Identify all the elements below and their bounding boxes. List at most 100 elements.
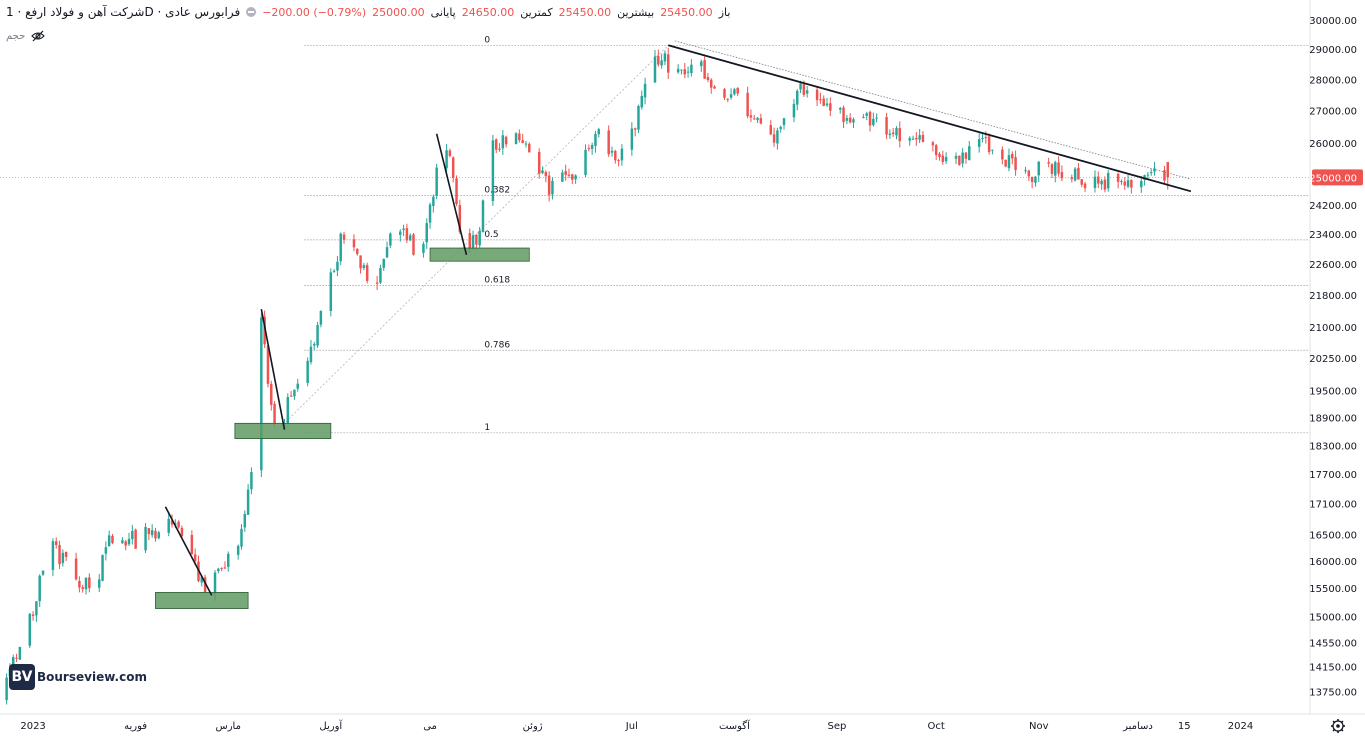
candle-body — [448, 150, 452, 157]
candle-body — [422, 243, 425, 254]
candle-body — [458, 205, 462, 232]
candle-body — [630, 128, 634, 150]
candle-body — [653, 56, 657, 83]
candle-body — [759, 118, 763, 124]
candle-body — [547, 175, 551, 195]
candle-body — [78, 580, 81, 588]
candle-body — [309, 346, 313, 363]
eye-off-icon[interactable] — [31, 30, 46, 42]
candle-body — [518, 133, 521, 141]
gear-icon-tooth — [1340, 720, 1344, 724]
candle-body — [332, 270, 336, 272]
symbol-legend: شرکت آهن و فولاد ارفع · 1D · فرابورس عاد… — [6, 5, 730, 19]
candle-body — [703, 60, 706, 79]
candle-body — [81, 587, 84, 590]
candle-body — [35, 601, 38, 616]
candle-body — [455, 178, 458, 205]
price-tick-label: 29000.00 — [1309, 45, 1357, 56]
time-tick-label: آگوست — [719, 719, 751, 732]
candle-body — [1163, 170, 1166, 181]
trendline-channel[interactable] — [674, 40, 1192, 180]
candle-body — [246, 489, 250, 515]
candle-body — [822, 98, 825, 106]
candles-layer — [5, 47, 1169, 705]
time-tick-label: Oct — [928, 721, 945, 732]
time-tick-label: آوریل — [319, 719, 343, 732]
candle-body — [365, 265, 369, 282]
low-value: 24650.00 — [461, 5, 515, 19]
price-tick-label: 28000.00 — [1309, 75, 1357, 86]
time-tick-label: 2023 — [20, 721, 45, 732]
candle-body — [154, 530, 157, 539]
candle-body — [1153, 168, 1156, 172]
candle-body — [594, 133, 597, 146]
candle-body — [432, 196, 435, 207]
candle-body — [690, 64, 693, 74]
candle-body — [1100, 180, 1103, 185]
time-tick-label: ژوئن — [523, 721, 543, 732]
price-tick-label: 14550.00 — [1309, 639, 1357, 650]
candle-body — [1103, 179, 1107, 190]
candle-body — [316, 325, 319, 346]
candle-body — [51, 541, 55, 570]
candle-body — [564, 171, 567, 175]
candle-body — [260, 317, 263, 471]
support-zone[interactable] — [234, 422, 332, 439]
candle-body — [987, 136, 991, 152]
minus-circle-icon[interactable] — [246, 7, 257, 17]
candle-body — [713, 86, 716, 89]
candle-body — [561, 172, 564, 182]
candle-body — [227, 553, 230, 567]
candle-body — [84, 577, 88, 590]
candle-body — [359, 255, 362, 269]
candle-body — [379, 267, 382, 283]
drop-line[interactable] — [164, 506, 213, 596]
candle-body — [1047, 162, 1050, 164]
candle-body — [104, 547, 108, 554]
candle-body — [683, 69, 687, 75]
candle-body — [1166, 162, 1169, 178]
candle-body — [319, 311, 323, 325]
support-zone[interactable] — [429, 247, 530, 262]
candle-body — [819, 99, 822, 101]
candle-body — [657, 55, 660, 65]
candle-body — [958, 155, 961, 166]
candle-body — [872, 118, 875, 126]
candle-body — [1004, 159, 1007, 167]
fib-level-label: 0.618 — [484, 275, 510, 285]
candle-body — [144, 526, 147, 551]
candle-body — [296, 383, 299, 389]
candle-body — [1030, 177, 1034, 182]
candle-body — [829, 103, 832, 111]
gear-icon[interactable] — [1331, 719, 1345, 733]
candle-body — [481, 200, 485, 233]
candle-body — [938, 153, 941, 158]
trendline-main[interactable] — [667, 44, 1192, 193]
candle-body — [1140, 180, 1143, 188]
candle-body — [177, 521, 180, 528]
candle-body — [1097, 176, 1100, 184]
change-value: −200.00 (−0.79%) — [262, 5, 367, 19]
candle-body — [792, 103, 796, 118]
support-zone[interactable] — [155, 592, 249, 609]
candle-body — [494, 139, 498, 150]
candle-body — [753, 118, 756, 120]
candle-body — [944, 157, 948, 162]
drop-line[interactable] — [435, 133, 468, 255]
support-zones-layer — [155, 247, 530, 609]
candle-body — [954, 155, 958, 159]
candle-body — [313, 343, 316, 346]
candle-body — [385, 247, 389, 258]
candle-body — [504, 136, 508, 145]
drop-line[interactable] — [260, 309, 286, 430]
candle-body — [964, 152, 968, 159]
volume-label: حجم — [6, 30, 26, 42]
symbol-title[interactable]: شرکت آهن و فولاد ارفع · 1D · فرابورس عاد… — [6, 5, 241, 19]
candle-body — [640, 95, 644, 108]
candle-body — [223, 567, 227, 569]
candle-body — [984, 137, 988, 139]
candle-body — [931, 142, 935, 146]
candle-body — [1037, 161, 1040, 176]
candle-body — [451, 157, 455, 178]
